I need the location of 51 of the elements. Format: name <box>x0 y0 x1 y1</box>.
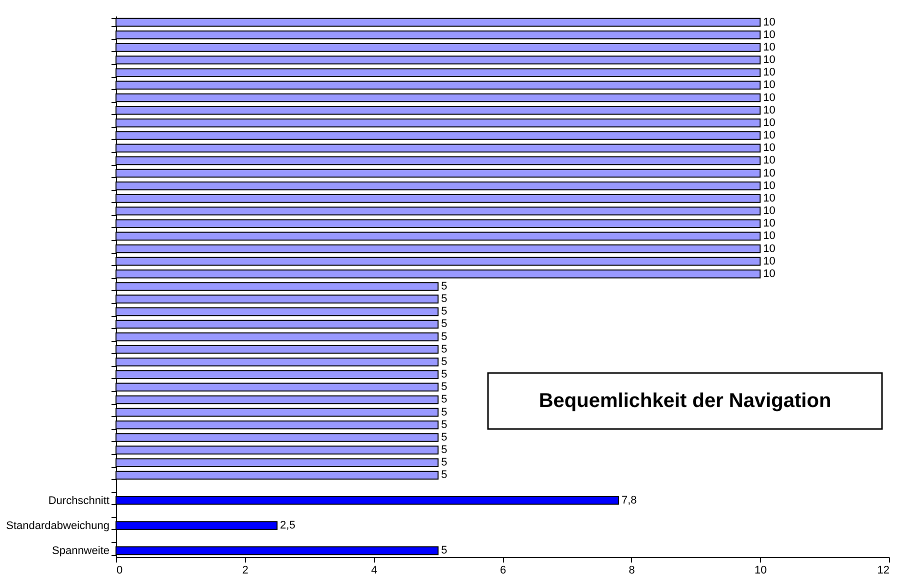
data-label: 5 <box>441 318 448 330</box>
data-label: 5 <box>441 330 448 343</box>
data-label: 5 <box>441 469 448 482</box>
data-label: 5 <box>441 381 448 394</box>
x-tick-label: 0 <box>116 564 123 576</box>
data-label: 10 <box>763 116 776 129</box>
data-label: 5 <box>441 544 448 557</box>
data-label: 10 <box>763 218 776 230</box>
data-label: 5 <box>441 293 448 306</box>
data-label: 5 <box>441 280 448 292</box>
data-label: 10 <box>763 28 776 41</box>
data-label: 5 <box>441 343 448 356</box>
data-label: 5 <box>441 418 448 431</box>
text: Bequemlichkeit der Navigation <box>538 390 832 412</box>
data-label: 10 <box>763 142 776 154</box>
data-label: 5 <box>441 368 448 381</box>
data-label: 7,8 <box>621 494 637 506</box>
x-tick-label: 10 <box>754 564 767 576</box>
data-label: 5 <box>441 394 448 406</box>
data-label: 5 <box>441 444 448 456</box>
data-label: 10 <box>763 92 776 104</box>
x-tick-label: 12 <box>877 564 890 576</box>
x-tick-label: 6 <box>500 564 506 576</box>
y-tick-label: Standardabweichung <box>6 520 110 532</box>
data-label: 5 <box>441 306 448 318</box>
y-tick-label: Durchschnitt <box>48 494 110 507</box>
x-tick-label: 2 <box>242 564 248 576</box>
data-label: 2,5 <box>280 520 296 532</box>
data-label: 10 <box>763 167 776 180</box>
x-tick-label: 8 <box>628 564 635 576</box>
data-label: 10 <box>763 180 776 192</box>
data-label: 10 <box>763 79 776 92</box>
data-label: 5 <box>441 356 448 368</box>
data-label: 10 <box>763 41 776 54</box>
data-label: 10 <box>763 130 776 142</box>
data-label: 10 <box>763 205 776 218</box>
data-label: 10 <box>763 242 776 255</box>
data-label: 10 <box>763 104 776 116</box>
data-label: 10 <box>763 66 776 79</box>
data-label: 10 <box>763 268 776 280</box>
data-label: 5 <box>441 406 448 418</box>
data-label: 10 <box>763 154 776 167</box>
data-label: 10 <box>763 255 776 268</box>
data-label: 10 <box>763 16 776 28</box>
data-label: 10 <box>763 54 776 66</box>
x-tick-label: 4 <box>371 564 378 576</box>
data-label: 5 <box>441 431 448 444</box>
data-label: 10 <box>763 192 776 204</box>
data-label: 10 <box>763 230 776 242</box>
data-label: 5 <box>441 456 448 469</box>
y-tick-label: Spannweite <box>52 545 110 558</box>
